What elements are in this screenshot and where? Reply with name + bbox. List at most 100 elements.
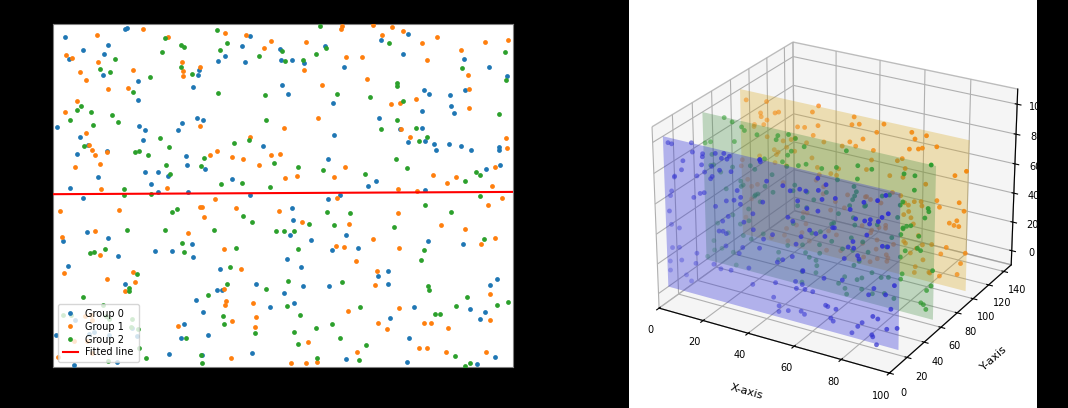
Group 1 bbox=[370, 320, 387, 326]
Group 0 bbox=[370, 273, 387, 279]
Group 1 bbox=[332, 26, 349, 33]
Group 0 bbox=[420, 238, 437, 244]
Group 0 bbox=[279, 255, 296, 262]
Group 1 bbox=[336, 164, 354, 171]
Group 0 bbox=[461, 306, 478, 313]
Group 2 bbox=[326, 222, 343, 228]
Group 0 bbox=[116, 26, 134, 33]
Group 0 bbox=[109, 358, 126, 365]
Group 0 bbox=[381, 314, 398, 321]
Group 1 bbox=[337, 53, 355, 60]
Group 2 bbox=[280, 277, 297, 284]
Group 2 bbox=[154, 48, 171, 55]
Group 2 bbox=[307, 325, 324, 332]
Group 2 bbox=[200, 292, 217, 299]
Group 1 bbox=[487, 164, 504, 171]
Group 2 bbox=[446, 353, 464, 359]
Group 0 bbox=[415, 86, 433, 93]
Group 1 bbox=[500, 37, 517, 44]
Group 0 bbox=[254, 143, 271, 149]
Group 2 bbox=[420, 287, 437, 293]
Group 1 bbox=[245, 299, 262, 306]
Group 1 bbox=[482, 291, 499, 297]
Group 0 bbox=[191, 67, 208, 73]
Group 1 bbox=[263, 151, 280, 158]
X-axis label: X-axis: X-axis bbox=[728, 382, 764, 401]
Group 1 bbox=[410, 345, 427, 351]
Group 2 bbox=[92, 66, 109, 72]
Group 2 bbox=[138, 355, 155, 361]
Group 1 bbox=[126, 279, 143, 286]
Group 0 bbox=[200, 332, 217, 338]
Group 0 bbox=[445, 110, 462, 117]
Group 2 bbox=[498, 76, 515, 83]
Group 1 bbox=[480, 202, 497, 208]
Group 2 bbox=[362, 94, 379, 100]
Group 1 bbox=[222, 355, 239, 361]
Group 1 bbox=[276, 125, 293, 131]
Group 2 bbox=[126, 149, 143, 155]
Group 2 bbox=[158, 161, 175, 168]
Group 0 bbox=[481, 63, 498, 70]
Group 2 bbox=[177, 335, 194, 341]
Group 0 bbox=[90, 174, 107, 180]
Group 0 bbox=[208, 287, 225, 294]
Group 1 bbox=[390, 186, 407, 192]
Group 2 bbox=[394, 98, 411, 105]
Group 0 bbox=[179, 188, 197, 195]
Group 1 bbox=[202, 152, 219, 159]
Group 0 bbox=[273, 82, 290, 89]
Group 0 bbox=[302, 237, 319, 244]
Group 1 bbox=[91, 251, 108, 258]
Group 2 bbox=[496, 49, 513, 55]
Group 0 bbox=[262, 303, 279, 310]
Group 2 bbox=[218, 281, 235, 287]
Group 1 bbox=[241, 134, 258, 140]
Group 1 bbox=[433, 222, 450, 228]
Group 2 bbox=[426, 311, 443, 317]
Group 2 bbox=[318, 208, 335, 215]
Group 1 bbox=[447, 173, 465, 180]
Group 2 bbox=[209, 90, 226, 96]
Group 2 bbox=[472, 172, 489, 179]
Group 1 bbox=[365, 21, 382, 28]
Group 0 bbox=[60, 263, 77, 270]
Group 0 bbox=[135, 137, 152, 143]
Group 1 bbox=[174, 73, 191, 79]
Group 1 bbox=[89, 31, 106, 38]
Group 0 bbox=[456, 56, 473, 62]
Group 1 bbox=[364, 235, 381, 242]
Group 1 bbox=[453, 47, 470, 53]
Group 0 bbox=[317, 43, 334, 49]
Group 1 bbox=[77, 129, 94, 136]
Group 1 bbox=[340, 308, 357, 315]
Group 2 bbox=[500, 299, 517, 305]
Group 2 bbox=[156, 226, 173, 233]
Group 2 bbox=[63, 312, 80, 319]
Group 2 bbox=[195, 154, 213, 161]
Group 0 bbox=[441, 91, 458, 98]
Group 1 bbox=[68, 98, 85, 104]
Group 1 bbox=[98, 275, 115, 282]
Group 1 bbox=[476, 38, 493, 45]
Group 0 bbox=[331, 192, 348, 198]
Group 2 bbox=[208, 27, 225, 33]
Group 0 bbox=[100, 332, 117, 339]
Group 1 bbox=[498, 135, 515, 142]
Group 2 bbox=[373, 126, 390, 133]
Group 0 bbox=[137, 127, 154, 134]
Group 0 bbox=[472, 316, 489, 322]
Group 2 bbox=[295, 57, 312, 63]
Group 1 bbox=[391, 305, 408, 311]
Group 1 bbox=[255, 44, 272, 51]
X-axis label: X-axis: X-axis bbox=[264, 392, 302, 406]
Group 0 bbox=[130, 123, 147, 130]
Group 2 bbox=[420, 282, 437, 289]
Group 2 bbox=[300, 220, 317, 227]
Group 1 bbox=[419, 57, 436, 63]
Group 2 bbox=[125, 89, 142, 95]
Group 0 bbox=[129, 78, 146, 84]
Group 1 bbox=[83, 316, 100, 323]
Group 0 bbox=[425, 140, 442, 147]
Group 2 bbox=[247, 330, 264, 336]
